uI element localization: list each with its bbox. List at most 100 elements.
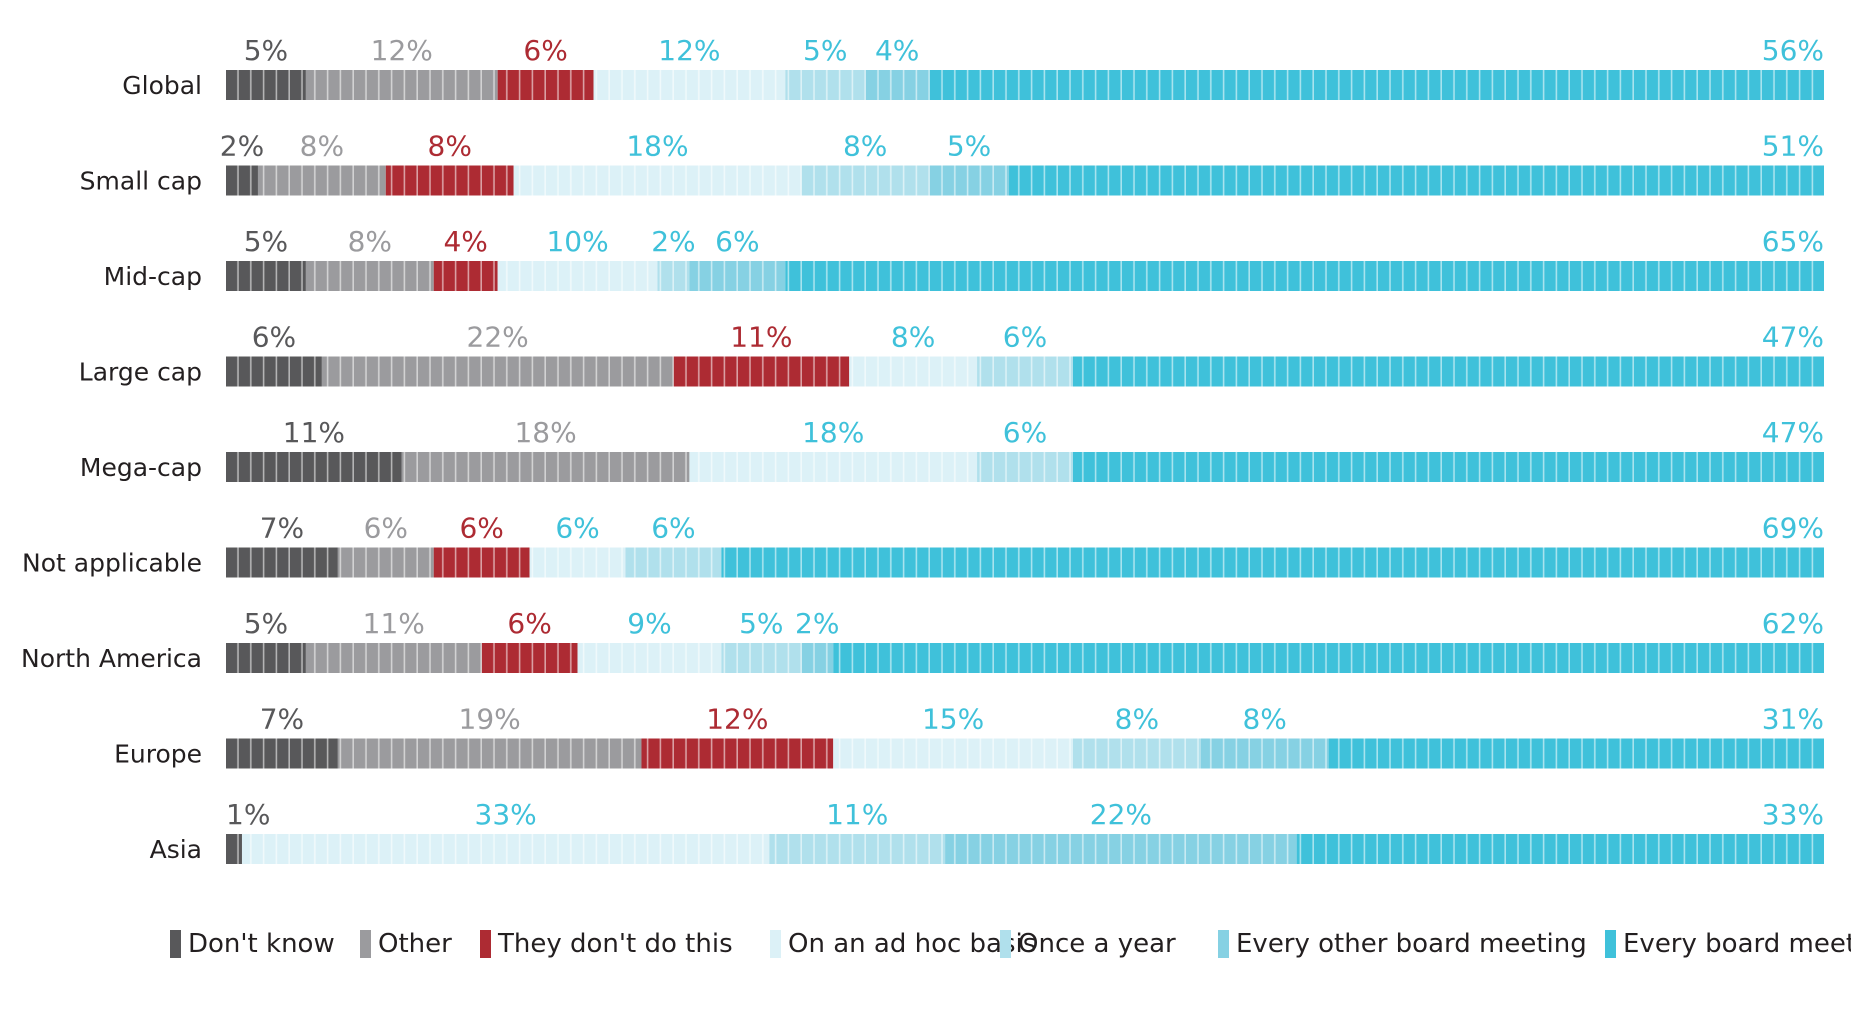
legend-swatch — [170, 930, 181, 958]
bar-segment-every-board-meeting — [1328, 738, 1824, 769]
data-label: 8% — [1115, 703, 1159, 736]
legend-swatch — [1218, 930, 1229, 958]
bar-row-global: Global 5% 12% 6% 12% 5% 4% 56% — [122, 34, 1824, 100]
data-label: 2% — [220, 130, 264, 163]
data-label: 8% — [843, 130, 887, 163]
data-label: 4% — [875, 34, 919, 67]
bar-segment-other — [337, 547, 434, 578]
bar-segment-every-other-board-meeting — [1200, 738, 1329, 769]
category-label: Mega-cap — [80, 453, 202, 482]
bar-row-small-cap: Small cap 2% 8% 8% 18% 8% 5% 51% — [80, 130, 1824, 196]
legend-label: Don't know — [188, 929, 335, 959]
bar-segment-don-t-know — [226, 547, 338, 578]
bar-segment-don-t-know — [226, 261, 306, 291]
category-label: Europe — [114, 740, 202, 769]
legend-swatch — [480, 930, 491, 958]
data-label: 15% — [922, 703, 984, 736]
bar-segment-once-a-year — [977, 452, 1073, 482]
data-label: 6% — [252, 321, 296, 354]
bar-segment-on-an-ad-hoc-basis — [689, 452, 978, 482]
legend-label: Every other board meeting — [1236, 929, 1587, 959]
legend-swatch — [1000, 930, 1011, 958]
data-label: 47% — [1762, 321, 1824, 354]
bar-segment-other — [305, 70, 498, 100]
category-label: Asia — [150, 835, 202, 864]
bar-segment-on-an-ad-hoc-basis — [241, 834, 770, 864]
data-label: 6% — [459, 512, 503, 545]
data-label: 12% — [371, 34, 433, 67]
category-label: Mid-cap — [104, 262, 202, 291]
data-label: 8% — [300, 130, 344, 163]
data-label: 1% — [226, 798, 270, 831]
bar-segment-every-other-board-meeting — [801, 643, 834, 673]
legend-item-they-don-t-do-this: They don't do this — [480, 929, 733, 959]
bar-segment-other — [321, 356, 674, 387]
legend-swatch — [360, 930, 371, 958]
data-label: 33% — [475, 798, 537, 831]
data-label: 18% — [514, 416, 576, 449]
bar-segment-other — [305, 643, 482, 673]
bar-segment-don-t-know — [226, 165, 258, 196]
bar-segment-on-an-ad-hoc-basis — [593, 70, 786, 100]
bar-segment-they-don-t-do-this — [385, 165, 514, 196]
bar-segment-they-don-t-do-this — [673, 356, 850, 387]
legend-item-every-board-meeting: Every board meeting — [1605, 929, 1851, 959]
bar-segment-on-an-ad-hoc-basis — [529, 547, 626, 578]
bar-segment-other — [401, 452, 690, 482]
bar-segment-on-an-ad-hoc-basis — [577, 643, 722, 673]
bar-segment-once-a-year — [785, 70, 866, 100]
data-label: 6% — [364, 512, 408, 545]
data-label: 51% — [1762, 130, 1824, 163]
bar-segment-once-a-year — [625, 547, 722, 578]
bar-segment-don-t-know — [226, 356, 322, 387]
data-label: 69% — [1762, 512, 1824, 545]
data-label: 7% — [260, 512, 304, 545]
category-label: Small cap — [80, 167, 202, 196]
bar-row-mega-cap: Mega-cap 11% 18% 18% 6% 47% — [80, 416, 1824, 482]
data-label: 5% — [739, 607, 783, 640]
data-label: 8% — [1242, 703, 1286, 736]
bar-row-north-america: North America 5% 11% 6% 9% 5% 2% 62% — [21, 607, 1824, 673]
data-label: 5% — [947, 130, 991, 163]
category-label: Global — [122, 71, 202, 100]
data-label: 31% — [1762, 703, 1824, 736]
bar-segment-once-a-year — [977, 356, 1073, 387]
bar-segment-other — [257, 165, 386, 196]
bar-segment-they-don-t-do-this — [481, 643, 578, 673]
data-label: 18% — [802, 416, 864, 449]
data-label: 18% — [626, 130, 688, 163]
bar-segment-once-a-year — [657, 261, 690, 291]
bar-segment-once-a-year — [801, 165, 930, 196]
bar-segment-they-don-t-do-this — [641, 738, 834, 769]
data-label: 33% — [1762, 798, 1824, 831]
data-label: 56% — [1762, 34, 1824, 67]
data-label: 5% — [244, 607, 288, 640]
bar-segment-every-board-meeting — [721, 547, 1824, 578]
legend-swatch — [770, 930, 781, 958]
data-label: 6% — [1003, 321, 1047, 354]
bar-segment-every-board-meeting — [1296, 834, 1824, 864]
data-label: 6% — [555, 512, 599, 545]
data-label: 5% — [803, 34, 847, 67]
bar-segment-don-t-know — [226, 834, 242, 864]
legend-item-every-other-board-meeting: Every other board meeting — [1218, 929, 1587, 959]
bar-segment-every-board-meeting — [929, 70, 1824, 100]
data-label: 65% — [1762, 225, 1824, 258]
legend-label: Other — [378, 929, 452, 959]
data-label: 8% — [891, 321, 935, 354]
legend-item-on-an-ad-hoc-basis: On an ad hoc basis — [770, 929, 1036, 959]
category-label: Large cap — [79, 358, 202, 387]
bar-row-not-applicable: Not applicable 7% 6% 6% 6% 6% 69% — [22, 512, 1824, 578]
bar-segment-they-don-t-do-this — [433, 547, 530, 578]
bar-segment-they-don-t-do-this — [433, 261, 498, 291]
bar-segment-once-a-year — [1072, 738, 1201, 769]
legend-item-other: Other — [360, 929, 452, 959]
data-label: 11% — [730, 321, 792, 354]
bar-segment-once-a-year — [721, 643, 802, 673]
bar-segment-every-other-board-meeting — [945, 834, 1297, 864]
data-label: 62% — [1762, 607, 1824, 640]
data-label: 8% — [348, 225, 392, 258]
category-label: North America — [21, 644, 202, 673]
legend-label: Once a year — [1018, 929, 1176, 959]
